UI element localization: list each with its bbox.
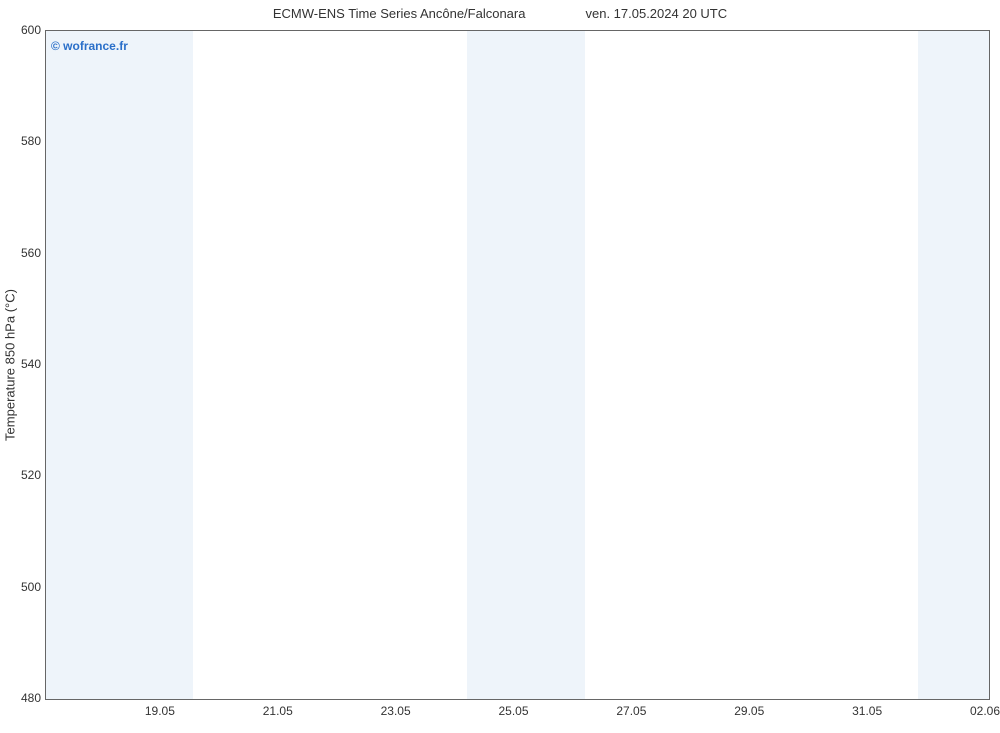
y-tick-label: 540 <box>21 357 41 371</box>
watermark: © wofrance.fr <box>51 39 128 53</box>
chart-title-left: ECMW-ENS Time Series Ancône/Falconara <box>273 6 526 21</box>
chart-title-right: ven. 17.05.2024 20 UTC <box>585 6 727 21</box>
y-tick-label: 480 <box>21 691 41 705</box>
chart-title-row: ECMW-ENS Time Series Ancône/Falconara ve… <box>0 6 1000 21</box>
x-tick-label: 23.05 <box>381 704 411 718</box>
x-tick-label: 21.05 <box>263 704 293 718</box>
shaded-band <box>467 31 585 699</box>
shaded-band <box>918 31 989 699</box>
x-tick-label: 25.05 <box>499 704 529 718</box>
x-tick-label: 27.05 <box>616 704 646 718</box>
x-tick-label: 02.06 <box>970 704 1000 718</box>
plot-area: © wofrance.fr <box>45 30 990 700</box>
y-tick-label: 600 <box>21 23 41 37</box>
shaded-band <box>46 31 193 699</box>
y-tick-label: 580 <box>21 134 41 148</box>
y-tick-label: 500 <box>21 580 41 594</box>
x-tick-label: 19.05 <box>145 704 175 718</box>
chart-container: ECMW-ENS Time Series Ancône/Falconara ve… <box>0 0 1000 733</box>
y-axis-label: Temperature 850 hPa (°C) <box>3 289 18 441</box>
watermark-text: © wofrance.fr <box>51 39 128 53</box>
y-tick-label: 520 <box>21 468 41 482</box>
x-tick-label: 31.05 <box>852 704 882 718</box>
x-tick-label: 29.05 <box>734 704 764 718</box>
y-tick-label: 560 <box>21 246 41 260</box>
